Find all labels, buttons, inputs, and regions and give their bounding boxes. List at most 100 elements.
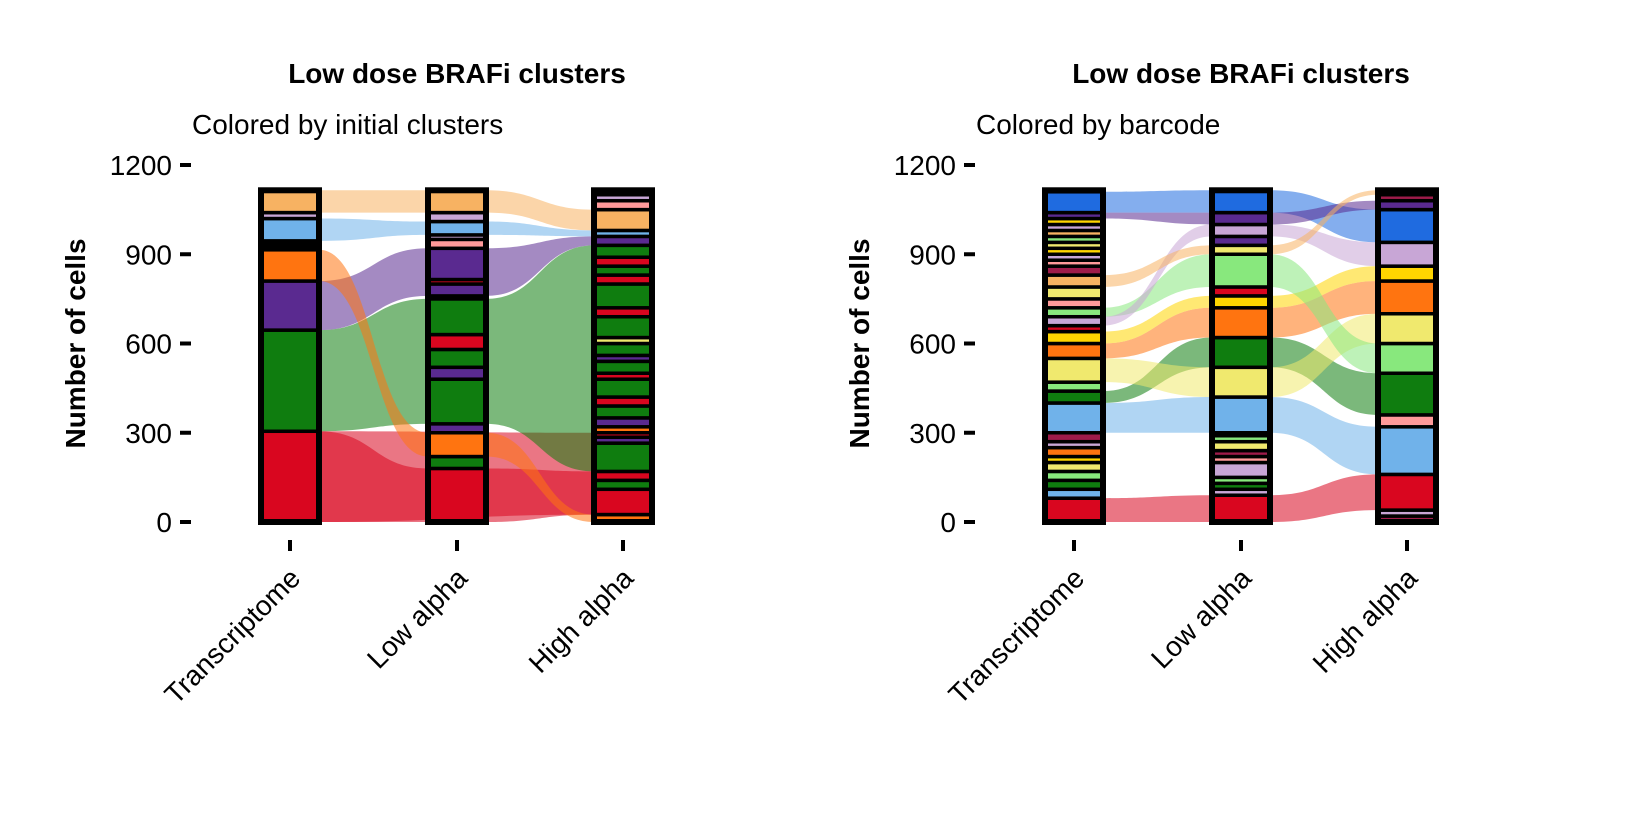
stratum-block	[426, 246, 488, 282]
stratum-block	[1376, 264, 1438, 283]
stratum-column	[258, 187, 322, 525]
x-tick-label: High alpha	[523, 562, 640, 679]
stratum-block	[1210, 188, 1272, 215]
flow-ribbon	[319, 431, 428, 522]
stratum-block	[259, 188, 321, 215]
stratum-block	[426, 347, 488, 370]
stratum-outline	[425, 187, 489, 525]
stratum-block	[592, 404, 654, 420]
stratum-block	[1210, 493, 1272, 524]
stratum-block	[1043, 389, 1105, 405]
y-tick-label: 0	[156, 507, 172, 538]
flow-ribbon	[1103, 245, 1212, 287]
stratum-block	[259, 248, 321, 283]
stratum-block	[1043, 356, 1105, 384]
flow-ribbon	[1270, 266, 1378, 308]
stratum-block	[592, 359, 654, 376]
stratum-block	[259, 216, 321, 243]
flow-ribbon	[1103, 307, 1212, 359]
stratum-block	[426, 454, 488, 471]
stratum-block	[1376, 312, 1438, 346]
y-tick-label: 1200	[110, 150, 172, 181]
stratum-block	[1376, 240, 1438, 268]
stratum-block	[1376, 371, 1438, 417]
y-tick-label: 600	[125, 329, 172, 360]
stratum-block	[1376, 472, 1438, 512]
y-axis-label: Number of cells	[844, 238, 875, 448]
x-tick-label: Low alpha	[1145, 562, 1257, 674]
stratum-block	[426, 377, 488, 426]
y-tick-label: 900	[909, 239, 956, 270]
y-tick-label: 1200	[894, 150, 956, 181]
stratum-block	[592, 441, 654, 474]
stratum-block	[1210, 306, 1272, 340]
flow-ribbon	[1270, 397, 1378, 475]
flow-ribbon	[486, 221, 594, 237]
flow-ribbon	[319, 248, 428, 331]
stratum-block	[1376, 341, 1438, 375]
stratum-outline	[1375, 187, 1439, 525]
flow-ribbon	[1103, 295, 1212, 344]
y-tick-label: 300	[125, 418, 172, 449]
stratum-block	[1376, 413, 1438, 429]
flow-ribbon	[486, 236, 594, 296]
stratum-block	[1043, 285, 1105, 301]
stratum-block	[1210, 365, 1272, 399]
y-axis-label: Number of cells	[60, 238, 91, 448]
stratum-block	[426, 188, 488, 215]
flow-ribbon	[1270, 200, 1378, 225]
flow-ribbon	[1103, 212, 1212, 225]
stratum-block	[426, 466, 488, 524]
stratum-block	[592, 314, 654, 340]
stratum-outline	[1042, 187, 1106, 525]
stratum-block	[1043, 496, 1105, 524]
stratum-column	[591, 187, 655, 525]
flow-ribbon	[1103, 397, 1212, 433]
stratum-column	[425, 187, 489, 525]
stratum-block	[1376, 279, 1438, 316]
flow-ribbon	[1103, 358, 1212, 398]
stratum-block	[1210, 252, 1272, 289]
flow-ribbon	[1103, 224, 1212, 326]
flow-ribbon	[486, 190, 594, 231]
panel-initial-clusters: Low dose BRAFi clusters Colored by initia…	[60, 58, 655, 710]
stratum-block	[1210, 222, 1272, 239]
stratum-block	[1043, 329, 1105, 346]
stratum-block	[1210, 335, 1272, 370]
flow-ribbon	[1270, 254, 1378, 374]
flow-ribbon	[486, 432, 594, 522]
stratum-block	[1043, 341, 1105, 361]
stratum-block	[592, 487, 654, 517]
stratum-block	[592, 243, 654, 259]
x-tick-label: Transcriptome	[159, 562, 307, 710]
stratum-column	[1375, 187, 1439, 525]
stratum-block	[1376, 207, 1438, 245]
flow-ribbon	[1103, 495, 1212, 522]
y-tick-label: 600	[909, 329, 956, 360]
stratum-block	[1376, 425, 1438, 477]
panel-barcode: Low dose BRAFi clusters Colored by barcod…	[844, 58, 1439, 710]
stratum-block	[592, 207, 654, 233]
x-tick-label: Low alpha	[361, 562, 473, 674]
chart-title: Low dose BRAFi clusters	[288, 58, 626, 89]
stratum-outline	[591, 187, 655, 525]
flow-ribbon	[1103, 254, 1212, 317]
stratum-outline	[258, 187, 322, 525]
y-tick-label: 0	[940, 507, 956, 538]
stratum-block	[426, 332, 488, 352]
stratum-block	[426, 282, 488, 298]
stratum-block	[259, 328, 321, 434]
stratum-block	[1210, 294, 1272, 310]
y-tick-label: 300	[909, 418, 956, 449]
flow-ribbon	[319, 190, 428, 213]
stratum-block	[259, 279, 321, 332]
x-tick-label: High alpha	[1307, 562, 1424, 679]
chart-subtitle: Colored by barcode	[976, 109, 1220, 140]
stratum-block	[426, 219, 488, 237]
x-tick-label: Transcriptome	[943, 562, 1091, 710]
flow-ribbon	[1270, 337, 1378, 415]
stratum-block	[592, 282, 654, 310]
stratum-column	[1209, 187, 1273, 525]
